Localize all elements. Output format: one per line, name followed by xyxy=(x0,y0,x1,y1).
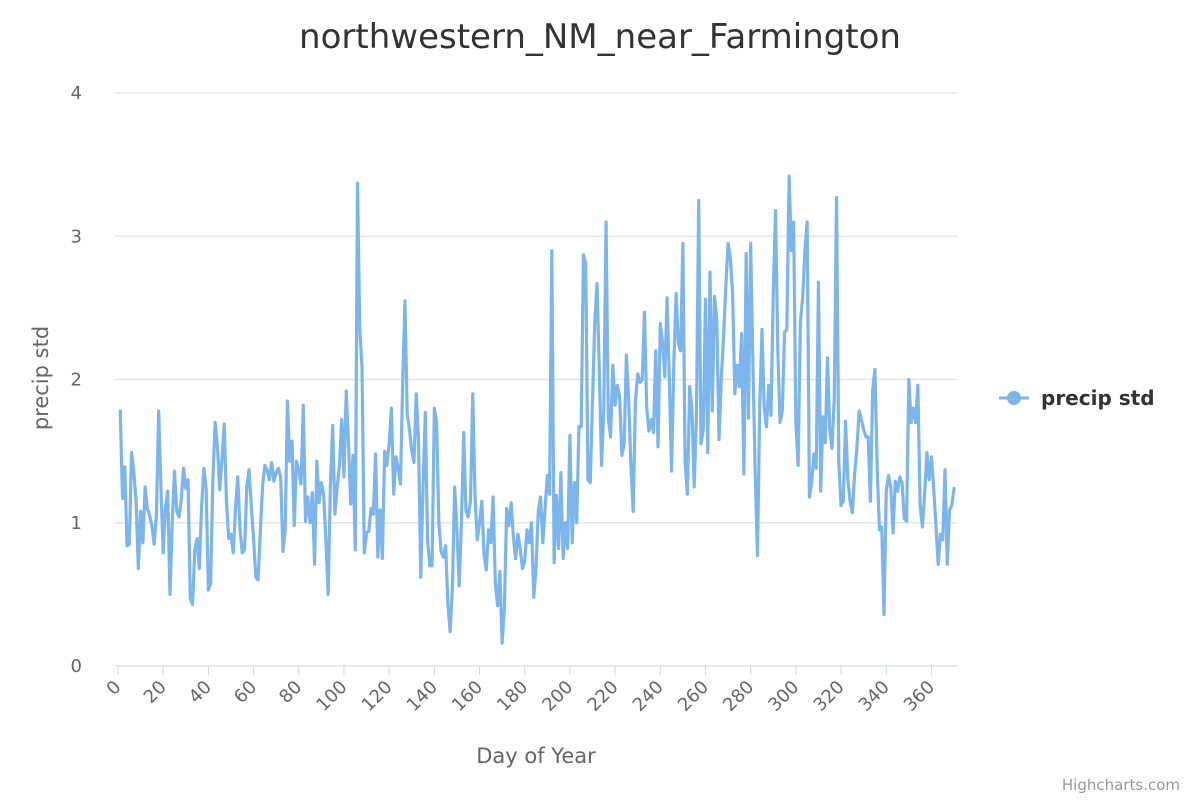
x-tick-label: 260 xyxy=(674,677,713,716)
y-tick-label: 1 xyxy=(71,513,82,534)
y-tick-label: 2 xyxy=(71,370,82,391)
y-axis-ticks: 0 1 2 3 4 xyxy=(71,83,82,677)
x-tick-label: 240 xyxy=(629,677,668,716)
y-axis-title: precip std xyxy=(29,326,53,430)
x-tick-label: 360 xyxy=(900,677,939,716)
x-tick-label: 220 xyxy=(583,677,622,716)
x-tick-label: 180 xyxy=(493,677,532,716)
x-axis-title: Day of Year xyxy=(476,744,596,768)
x-tick-label: 320 xyxy=(809,677,848,716)
x-tick-label: 140 xyxy=(403,677,442,716)
y-tick-label: 0 xyxy=(71,656,82,677)
grid-lines xyxy=(115,92,958,524)
legend[interactable]: precip std xyxy=(999,386,1155,410)
series-group xyxy=(118,174,956,645)
series-line-precip-std[interactable] xyxy=(118,174,956,645)
legend-item-label[interactable]: precip std xyxy=(1041,386,1155,410)
x-tick-label: 60 xyxy=(230,677,261,708)
x-tick-label: 200 xyxy=(538,677,577,716)
x-tick-label: 300 xyxy=(764,677,803,716)
x-tick-label: 80 xyxy=(275,677,306,708)
x-tick-label: 120 xyxy=(358,677,397,716)
chart-title: northwestern_NM_near_Farmington xyxy=(299,17,901,57)
x-tick-label: 160 xyxy=(448,677,487,716)
x-tick-label: 340 xyxy=(855,677,894,716)
credits-link[interactable]: Highcharts.com xyxy=(1062,776,1180,794)
x-tick-label: 40 xyxy=(185,677,216,708)
x-axis-ticks: 0 20 40 60 80 100 120 140 160 180 200 220 240 260 280 3… xyxy=(103,666,939,716)
x-tick-label: 20 xyxy=(140,677,171,708)
x-tick-label: 280 xyxy=(719,677,758,716)
x-tick-label: 100 xyxy=(312,677,351,716)
y-tick-label: 4 xyxy=(71,83,82,104)
y-tick-label: 3 xyxy=(71,226,82,247)
legend-marker-icon xyxy=(1007,391,1021,405)
x-tick-label: 0 xyxy=(103,677,126,700)
